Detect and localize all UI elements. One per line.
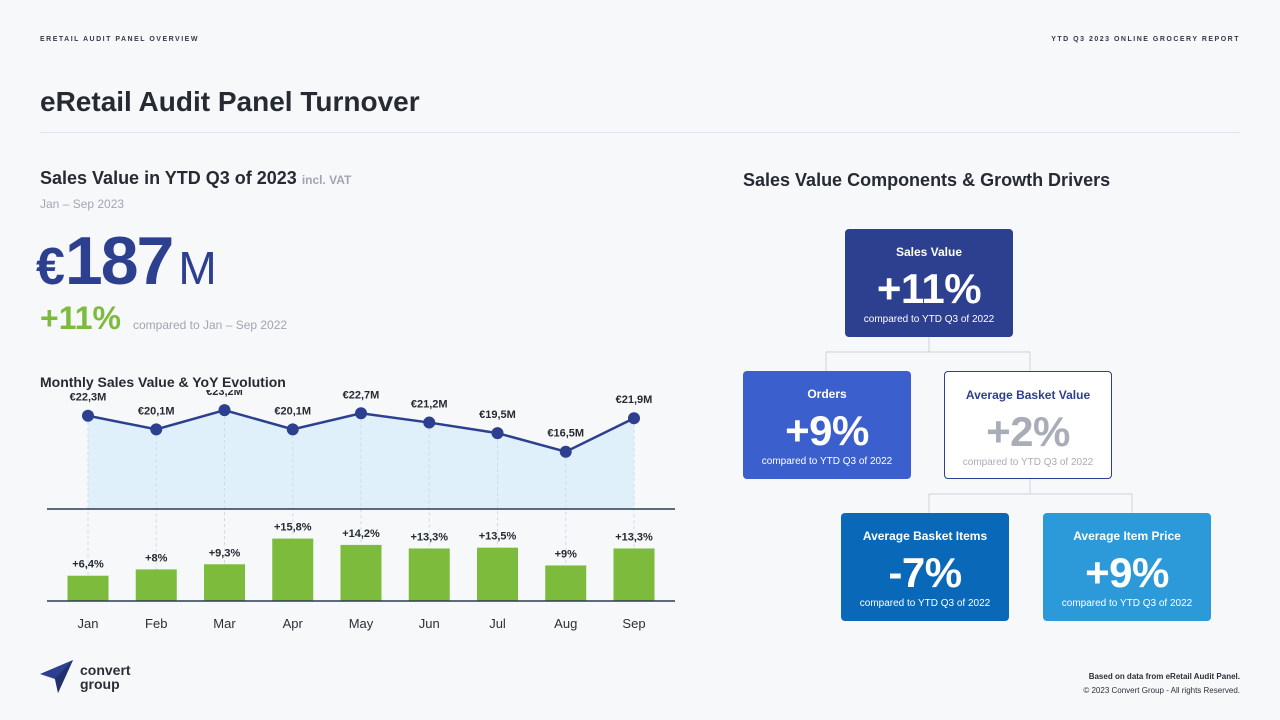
box-value: +9% xyxy=(785,407,869,454)
currency-symbol: € xyxy=(36,238,65,296)
box-comparison: compared to YTD Q3 of 2022 xyxy=(962,457,1094,468)
box-comparison: compared to YTD Q3 of 2022 xyxy=(1061,598,1193,609)
box-comparison: compared to YTD Q3 of 2022 xyxy=(761,456,893,467)
yoy-bar-jan xyxy=(67,575,109,601)
box-comparison: compared to YTD Q3 of 2022 xyxy=(863,314,995,325)
footer: Based on data from eRetail Audit Panel. … xyxy=(1083,670,1240,698)
box-label: Average Item Price xyxy=(1073,529,1181,543)
box-label: Sales Value xyxy=(895,245,963,259)
growth-comparison: compared to Jan – Sep 2022 xyxy=(132,318,288,332)
month-label: Mar xyxy=(213,616,236,631)
sales-value-label: €21,2M xyxy=(411,399,448,411)
yoy-label: +13,5% xyxy=(479,531,517,543)
convert-group-logo: convert group xyxy=(40,660,131,694)
sales-point-may xyxy=(355,407,367,420)
sales-amount: 187 xyxy=(64,223,174,299)
sales-value-label: €16,5M xyxy=(547,428,584,440)
sales-value-label: €22,7M xyxy=(343,390,380,401)
yoy-bar-jun xyxy=(408,548,450,601)
sales-period: Jan – Sep 2023 xyxy=(40,197,125,211)
yoy-label: +14,2% xyxy=(342,528,380,540)
yoy-bar-may xyxy=(340,544,382,601)
month-label: Aug xyxy=(554,616,577,631)
average-basket-value-box: Average Basket Value +2% compared to YTD… xyxy=(944,371,1112,479)
vat-note: incl. VAT xyxy=(301,173,352,187)
sales-value-box: Sales Value +11% compared to YTD Q3 of 2… xyxy=(845,229,1013,337)
paper-plane-icon xyxy=(40,660,73,693)
yoy-label: +13,3% xyxy=(410,531,448,543)
total-sales-value: € 187 M xyxy=(36,222,217,300)
month-label: May xyxy=(349,616,374,631)
average-basket-items-box: Average Basket Items -7% compared to YTD… xyxy=(841,513,1009,621)
sales-point-jul xyxy=(491,427,504,440)
box-label: Orders xyxy=(807,387,847,401)
sales-value-label: €23,2M xyxy=(206,390,243,398)
box-label: Average Basket Value xyxy=(965,388,1091,402)
average-item-price-box: Average Item Price +9% compared to YTD Q… xyxy=(1043,513,1211,621)
month-label: Jul xyxy=(489,616,506,631)
yoy-bar-mar xyxy=(204,564,245,601)
box-value: -7% xyxy=(888,549,962,596)
month-label: Sep xyxy=(622,616,645,631)
sales-value-label: €21,9M xyxy=(616,394,653,406)
yoy-label: +13,3% xyxy=(615,531,653,543)
monthly-chart-heading: Monthly Sales Value & YoY Evolution xyxy=(40,374,286,390)
drivers-heading: Sales Value Components & Growth Drivers xyxy=(743,170,1111,190)
sales-point-jun xyxy=(423,416,436,429)
month-label: Jun xyxy=(419,616,440,631)
yoy-bar-jul xyxy=(477,547,518,601)
box-comparison: compared to YTD Q3 of 2022 xyxy=(859,598,991,609)
sales-point-mar xyxy=(218,404,231,417)
box-value: +2% xyxy=(986,408,1070,455)
sales-unit: M xyxy=(178,242,217,294)
yoy-bar-aug xyxy=(545,565,587,601)
growth-percent: +11% xyxy=(40,300,121,336)
sales-point-jan xyxy=(82,409,94,422)
title-divider xyxy=(40,132,1240,133)
yoy-bar-sep xyxy=(613,548,655,601)
header-left: ERETAIL AUDIT PANEL OVERVIEW xyxy=(40,36,199,43)
sales-growth: +11% compared to Jan – Sep 2022 xyxy=(40,300,287,337)
sales-point-sep xyxy=(628,412,640,425)
sales-value-label: €19,5M xyxy=(479,409,516,421)
yoy-label: +15,8% xyxy=(274,522,312,534)
sales-point-apr xyxy=(286,423,299,436)
sales-value-label: €20,1M xyxy=(274,405,311,417)
copyright: © 2023 Convert Group - All rights Reserv… xyxy=(1083,686,1240,695)
header-right: YTD Q3 2023 ONLINE GROCERY REPORT xyxy=(1051,36,1240,43)
month-label: Jan xyxy=(78,616,99,631)
box-value: +11% xyxy=(876,265,982,312)
yoy-label: +6,4% xyxy=(72,559,104,571)
sales-value-heading: Sales Value in YTD Q3 of 2023 incl. VAT xyxy=(40,168,351,189)
orders-box: Orders +9% compared to YTD Q3 of 2022 xyxy=(743,371,911,479)
yoy-label: +9% xyxy=(555,548,578,560)
sales-point-feb xyxy=(150,423,163,436)
sales-point-aug xyxy=(559,445,572,458)
page-title: eRetail Audit Panel Turnover xyxy=(40,86,420,117)
month-label: Apr xyxy=(283,616,304,631)
box-label: Average Basket Items xyxy=(862,529,988,543)
logo-line-2: group xyxy=(80,676,120,692)
logo-wordmark: convert group xyxy=(80,663,131,691)
yoy-bar-feb xyxy=(135,569,177,601)
logo-line-1: convert xyxy=(80,662,131,678)
yoy-label: +9,3% xyxy=(209,547,241,559)
sales-value-label: €22,3M xyxy=(70,392,107,404)
month-label: Feb xyxy=(145,616,167,631)
data-source: Based on data from eRetail Audit Panel. xyxy=(1088,672,1240,681)
sales-value-label: €20,1M xyxy=(138,405,175,417)
monthly-chart: +6,4% +8% +9,3% +15,8% +14,2% +13,3% +13,5% +9%… xyxy=(47,390,675,631)
yoy-bar-apr xyxy=(272,538,314,601)
box-value: +9% xyxy=(1085,549,1169,596)
sales-value-heading-text: Sales Value in YTD Q3 of 2023 xyxy=(40,168,297,188)
yoy-label: +8% xyxy=(145,552,168,564)
